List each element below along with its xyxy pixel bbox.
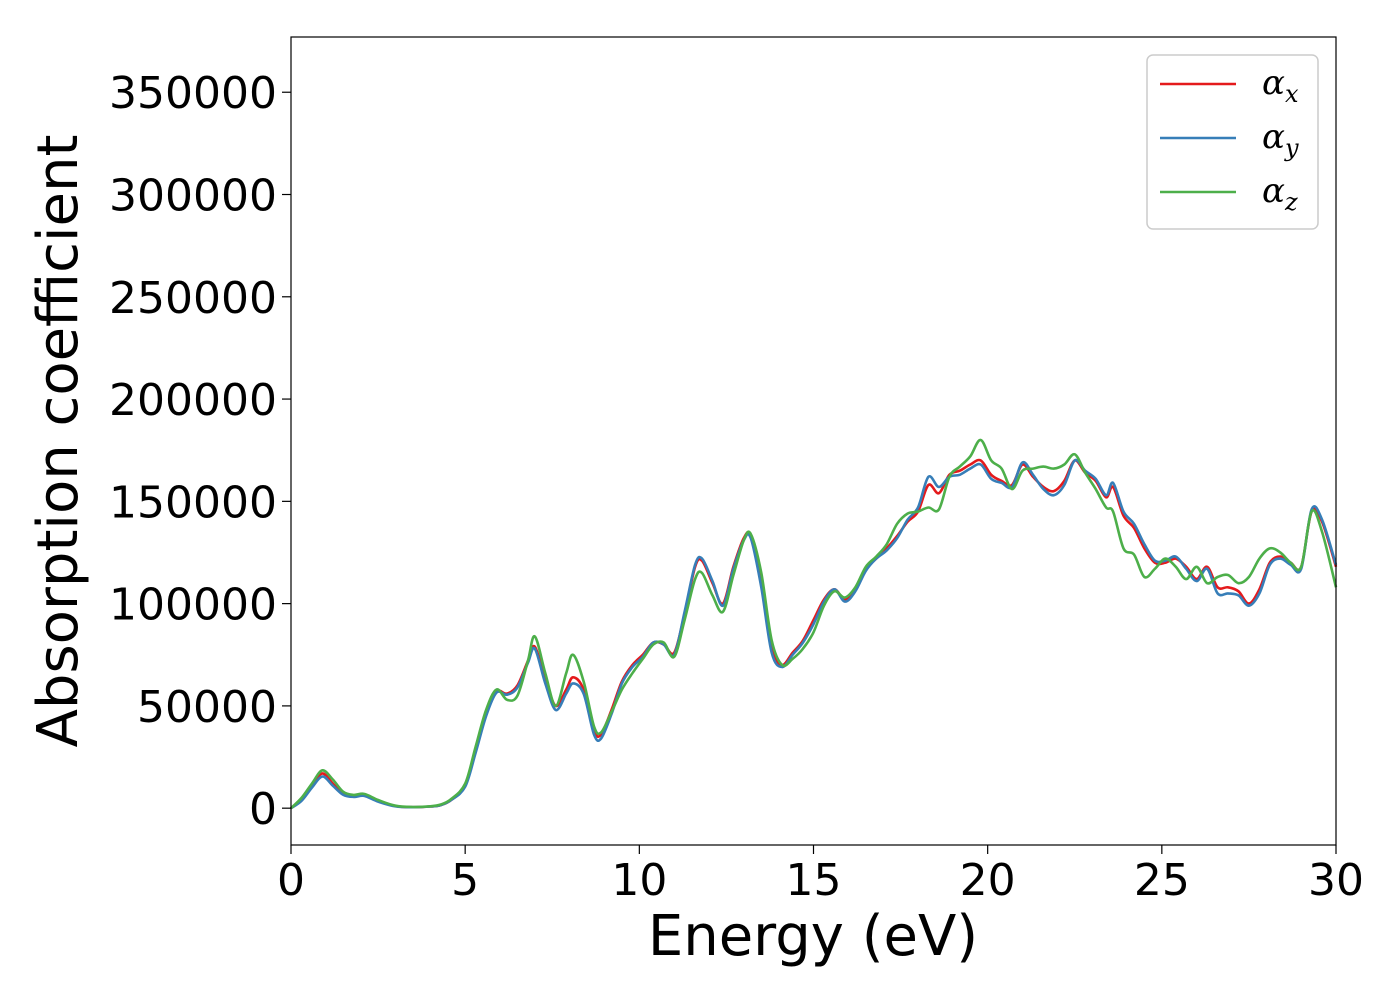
y-tick-label: 250000 [109,273,277,324]
y-tick-label: 150000 [109,477,277,528]
y-axis-label: Absorption coefficient [26,135,91,748]
x-tick-label: 0 [277,855,305,906]
y-tick-label: 100000 [109,580,277,631]
x-tick-label: 30 [1308,855,1364,906]
y-tick-label: 300000 [109,171,277,222]
legend-box [1146,54,1319,230]
x-axis-label: Energy (eV) [648,904,978,969]
x-tick-label: 15 [786,855,842,906]
x-tick-label: 25 [1134,855,1190,906]
x-tick-label: 10 [611,855,667,906]
legend-subscript: y [1284,134,1299,162]
x-tick-label: 5 [451,855,479,906]
y-tick-label: 200000 [109,375,277,426]
y-tick-label: 350000 [109,68,277,119]
legend-subscript: x [1285,80,1299,108]
y-tick-label: 0 [249,784,277,835]
legend-subscript: z [1284,188,1298,216]
legend-symbol: α [1262,63,1285,103]
x-tick-label: 20 [960,855,1016,906]
legend-label-z: αz [1262,171,1298,216]
legend-label-y: αy [1262,117,1299,162]
series-line-z [290,438,1338,810]
series-layer [290,438,1338,810]
y-tick-label: 50000 [137,682,277,733]
legend-symbol: α [1262,117,1285,157]
legend-symbol: α [1262,171,1285,211]
x-axis: 0 5 10 15 20 25 30 [277,845,1364,906]
legend-label-x: αx [1262,63,1299,108]
y-axis: 0 50000 100000 150000 200000 250000 300000 3500… [109,68,291,835]
